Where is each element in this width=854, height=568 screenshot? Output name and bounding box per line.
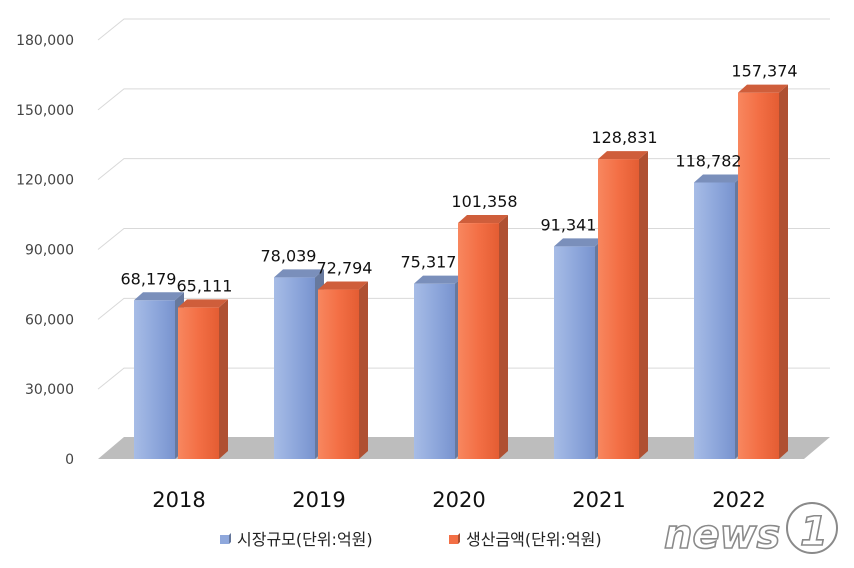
- watermark: news 1: [663, 502, 838, 559]
- bar-top: [134, 292, 184, 301]
- bar-top: [414, 275, 464, 284]
- x-tick-label: 2021: [572, 488, 625, 512]
- legend-swatch-side: [229, 533, 231, 544]
- x-tick-label: 2022: [712, 488, 765, 512]
- x-axis: 2018 2019 2020 2021 2022: [152, 488, 765, 512]
- y-axis: 0 30,000 60,000 90,000 120,000 150,000 180,000: [16, 33, 74, 468]
- bar-front: [694, 182, 735, 460]
- bar-2022-series-2: [738, 84, 788, 459]
- y-tick-label: 0: [65, 452, 74, 468]
- bar-2021-series-2: [598, 151, 648, 460]
- bar-2022-series-1: [694, 174, 744, 460]
- bar-side: [499, 215, 508, 459]
- data-label: 68,179: [121, 269, 177, 288]
- watermark-logo-text: news: [664, 512, 780, 558]
- data-label: 91,341: [541, 215, 597, 234]
- legend-label: 생산금액(단위:억원): [466, 530, 602, 549]
- y-tick-label: 90,000: [25, 243, 74, 259]
- bar-front: [134, 300, 175, 459]
- bars: [134, 84, 788, 460]
- x-tick-label: 2019: [292, 488, 345, 512]
- bar-top: [738, 84, 788, 93]
- bar-front: [274, 277, 315, 459]
- bar-2018-series-2: [178, 299, 228, 459]
- data-label: 157,374: [731, 62, 797, 81]
- data-label: 75,317: [401, 253, 457, 272]
- data-label: 101,358: [451, 192, 517, 211]
- legend-swatch: [449, 535, 458, 544]
- bar-2020-series-2: [458, 215, 508, 459]
- gridline: [97, 18, 830, 41]
- y-tick-label: 30,000: [25, 382, 74, 398]
- data-label: 72,794: [317, 259, 373, 278]
- bar-front: [458, 223, 499, 459]
- data-label: 65,111: [177, 276, 233, 295]
- bar-2019-series-1: [274, 269, 324, 459]
- bar-top: [178, 299, 228, 308]
- data-label: 118,782: [675, 152, 741, 171]
- watermark-badge-icon: [786, 502, 838, 554]
- bar-front: [178, 307, 219, 459]
- legend-swatch: [220, 535, 229, 544]
- bar-front: [318, 289, 359, 459]
- legend: 시장규모(단위:억원) 생산금액(단위:억원): [220, 530, 602, 549]
- bar-front: [598, 159, 639, 460]
- legend-item: 생산금액(단위:억원): [449, 530, 602, 549]
- legend-label: 시장규모(단위:억원): [237, 530, 373, 549]
- bar-side: [219, 299, 228, 459]
- y-tick-label: 60,000: [25, 312, 74, 328]
- bar-top: [318, 281, 368, 290]
- bar-2018-series-1: [134, 292, 184, 459]
- y-tick-label: 150,000: [16, 103, 74, 119]
- bar-side: [359, 281, 368, 459]
- bar-2019-series-2: [318, 281, 368, 459]
- watermark-badge-number: 1: [800, 509, 828, 555]
- bar-top: [694, 174, 744, 183]
- data-label: 78,039: [261, 246, 317, 265]
- gridline: [97, 228, 830, 250]
- bar-2021-series-1: [554, 238, 604, 459]
- y-tick-label: 180,000: [16, 33, 74, 49]
- bar-top: [458, 215, 508, 224]
- bar-top: [554, 238, 604, 247]
- bar-top: [598, 151, 648, 160]
- data-label: 128,831: [591, 128, 657, 147]
- legend-swatch-side: [458, 533, 460, 544]
- x-tick-label: 2020: [432, 488, 485, 512]
- bar-side: [779, 84, 788, 459]
- bar-2020-series-1: [414, 275, 464, 459]
- y-tick-label: 120,000: [16, 173, 74, 189]
- gridline: [97, 88, 830, 111]
- bar-front: [738, 92, 779, 459]
- bar-front: [414, 283, 455, 459]
- legend-item: 시장규모(단위:억원): [220, 530, 373, 549]
- bar-side: [639, 151, 648, 460]
- gridline: [97, 158, 830, 181]
- bar-top: [274, 269, 324, 278]
- bar-front: [554, 246, 595, 459]
- x-tick-label: 2018: [152, 488, 205, 512]
